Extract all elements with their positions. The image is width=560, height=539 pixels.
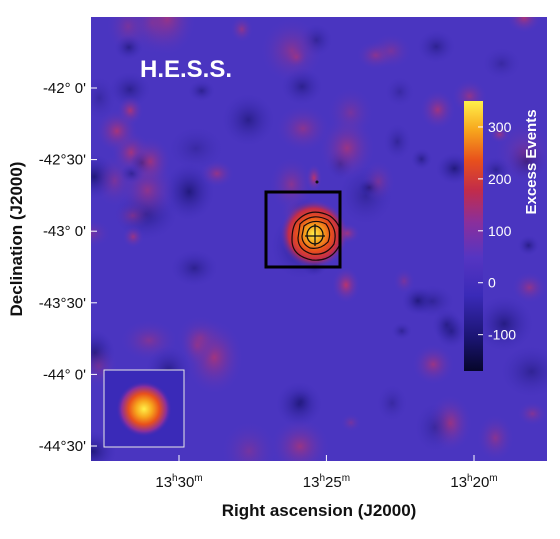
y-tick-label: -43°30' [39, 295, 86, 312]
colorbar: 300 200 100 0 -100 Excess Events [464, 101, 540, 371]
y-tick-label: -44°30' [39, 438, 86, 455]
x-axis-ticks: 13h30m 13h25m 13h20m [155, 455, 498, 491]
colorbar-label: Excess Events [523, 109, 540, 214]
x-tick-label: 13h20m [450, 473, 497, 491]
significance-contours [291, 211, 342, 261]
x-axis-label: Right ascension (J2000) [222, 501, 417, 520]
colorbar-tick-label: 100 [488, 223, 512, 239]
colorbar-tick-label: 300 [488, 119, 512, 135]
source-emission [280, 200, 348, 268]
colorbar-tick-label: 0 [488, 275, 496, 291]
hotspot-marker [315, 180, 319, 184]
y-axis-label: Declination (J2000) [7, 162, 26, 317]
psf-inset [103, 369, 185, 448]
region-box [264, 190, 342, 269]
colorbar-tick-label: 200 [488, 171, 512, 187]
y-tick-label: -42° 0' [43, 80, 86, 97]
y-tick-label: -43° 0' [43, 223, 86, 240]
source-position-marker [305, 224, 325, 246]
colorbar-tick-label: -100 [488, 327, 516, 343]
y-axis-ticks: -42° 0' -42°30' -43° 0' -43°30' -44° 0' -44°3… [39, 80, 97, 455]
y-tick-label: -42°30' [39, 152, 86, 169]
x-tick-label: 13h25m [303, 473, 350, 491]
y-tick-label: -44° 0' [43, 366, 86, 383]
chart-title: H.E.S.S. [140, 56, 232, 83]
x-tick-label: 13h30m [155, 473, 202, 491]
